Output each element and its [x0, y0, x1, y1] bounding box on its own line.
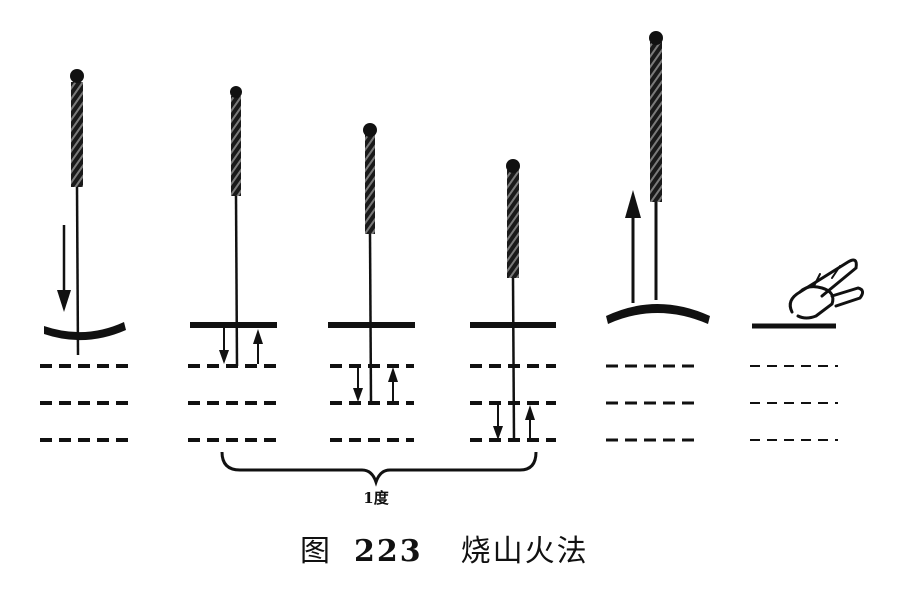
layer-lines: [330, 364, 414, 442]
stage-4-deep-layer: [470, 159, 556, 442]
caption-title: 烧山火法: [460, 534, 589, 569]
skin-surface-curved: [44, 322, 126, 341]
arrow-up-icon: [625, 190, 641, 303]
needle-icon: [230, 86, 242, 367]
stage-3-middle-layer: [328, 123, 415, 442]
arrow-down-icon: [219, 326, 229, 364]
arrow-down-icon: [493, 404, 503, 440]
arrow-up-icon: [253, 329, 263, 364]
layer-lines: [750, 365, 838, 441]
layer-lines: [40, 364, 134, 442]
stage-1-insertion: [40, 69, 134, 442]
degree-label: 1度: [363, 489, 389, 507]
caption-number: 223: [354, 534, 423, 569]
layer-lines: [470, 364, 556, 442]
needle-icon: [506, 159, 520, 441]
arrow-up-icon: [525, 405, 535, 440]
stage-2-shallow-layer: [188, 86, 278, 442]
arrow-down-icon: [57, 225, 71, 312]
needle-icon: [70, 69, 84, 356]
layer-lines: [188, 364, 278, 442]
needle-icon: [363, 123, 377, 404]
arrow-up-icon: [388, 367, 398, 402]
stage-6-press-hole: [750, 258, 865, 441]
caption-prefix: 图: [300, 534, 332, 569]
skin-surface-curved: [606, 304, 710, 324]
stage-5-withdrawal: [606, 31, 710, 442]
needle-icon: [649, 31, 663, 300]
layer-lines: [606, 364, 700, 442]
figure-caption: 图 223 烧山火法: [300, 526, 589, 570]
finger-pressing-icon: [788, 258, 865, 320]
degree-brace: [220, 451, 538, 487]
arrow-down-icon: [353, 367, 363, 402]
